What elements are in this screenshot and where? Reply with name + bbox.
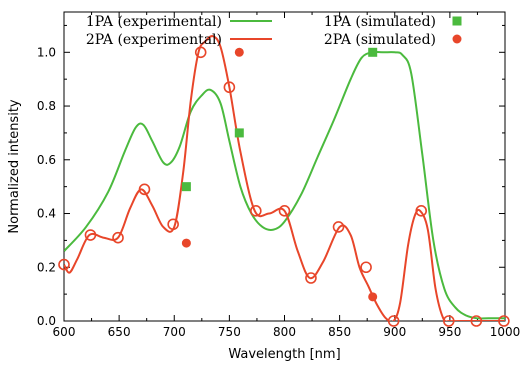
legend-circle-swatch [452, 34, 462, 44]
x-tick-label: 900 [383, 325, 406, 339]
x-tick-label: 950 [438, 325, 461, 339]
filled-circle-marker [234, 47, 244, 57]
open-circle-marker [112, 231, 124, 244]
filled-circle-marker [181, 238, 191, 248]
x-axis-title: Wavelength [nm] [228, 347, 340, 362]
open-circle-marker [167, 218, 179, 231]
x-tick-label: 650 [108, 325, 131, 339]
x-tick-label: 700 [163, 325, 186, 339]
series-line-1 [64, 35, 505, 321]
open-circle-marker [360, 261, 372, 274]
y-tick-label: 0.6 [37, 153, 56, 167]
x-tick-label: 1000 [490, 325, 521, 339]
open-circle-marker [442, 315, 455, 327]
y-tick-label: 0.2 [37, 260, 56, 274]
open-circle-marker [470, 315, 483, 327]
filled-circle-marker [368, 292, 378, 302]
open-circle-marker [58, 258, 70, 271]
open-circle-marker [250, 205, 262, 217]
open-circle-marker [305, 272, 317, 284]
y-tick-label: 0.0 [37, 314, 56, 328]
legend-label: 2PA (simulated) [324, 32, 436, 48]
open-circle-marker [194, 46, 207, 59]
open-circle-marker [387, 315, 400, 327]
y-tick-label: 1.0 [37, 45, 56, 59]
y-tick-label: 0.8 [37, 99, 56, 113]
open-circle-marker [138, 183, 151, 196]
series-line-0 [64, 50, 505, 320]
square-marker [181, 182, 191, 192]
square-marker [368, 47, 378, 57]
open-circle-marker [223, 81, 236, 94]
x-tick-label: 850 [328, 325, 351, 339]
square-marker [234, 128, 244, 138]
open-circle-marker [498, 315, 510, 327]
open-circle-marker [415, 205, 428, 217]
x-tick-label: 800 [273, 325, 296, 339]
x-tick-label: 750 [218, 325, 241, 339]
axes: 600 650 700 750 800 850 900 950 1000 0.0 0.2 0.4 0.6… [37, 11, 521, 339]
y-tick-label: 0.4 [37, 207, 56, 221]
open-circle-marker [332, 221, 345, 233]
legend-square-swatch [452, 16, 462, 26]
x-tick-label: 600 [53, 325, 76, 339]
open-circle-marker [278, 205, 291, 217]
legend-label: 2PA (experimental) [86, 32, 222, 48]
legend: 1PA (experimental) 2PA (experimental) 1PA … [86, 14, 462, 48]
legend-label: 1PA (experimental) [86, 14, 222, 30]
plot-series [58, 35, 510, 327]
y-axis-title: Normalized intensity [7, 99, 22, 234]
legend-label: 1PA (simulated) [324, 14, 436, 30]
plot-frame [63, 11, 506, 322]
open-circle-marker [84, 229, 97, 241]
